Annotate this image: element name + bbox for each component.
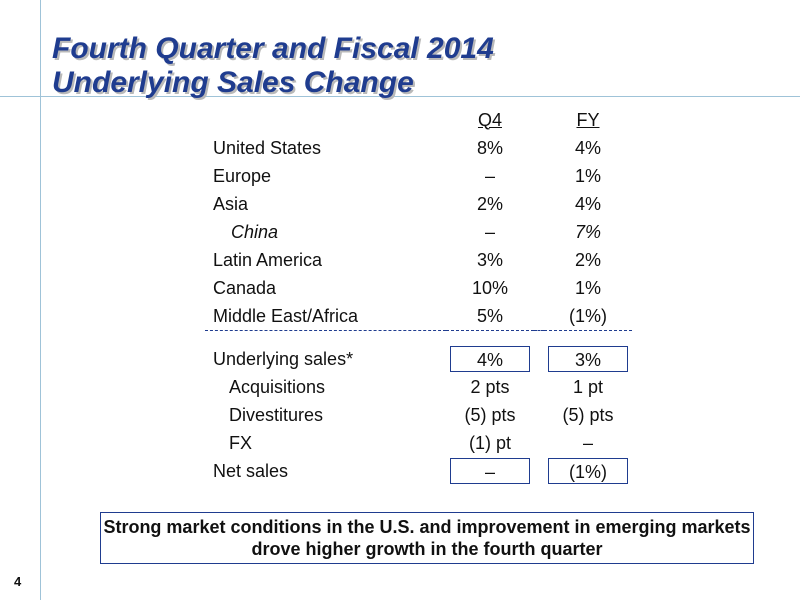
column-header-q4: Q4 — [477, 109, 502, 130]
table-row: Underlying sales* 4% 3% — [205, 345, 632, 373]
q4-value: 2% — [476, 193, 503, 214]
q4-value: 10% — [471, 277, 509, 298]
row-label: Middle East/Africa — [213, 305, 359, 326]
q4-value: 5% — [476, 305, 503, 326]
row-label: China — [231, 221, 279, 242]
q4-value-boxed: – — [450, 458, 530, 484]
table-row: China – 7% — [205, 218, 632, 246]
fy-value: – — [582, 432, 593, 453]
fy-value: 7% — [574, 221, 601, 242]
row-label: Acquisitions — [229, 376, 326, 397]
q4-value: – — [484, 221, 495, 242]
table-row: Europe – 1% — [205, 162, 632, 190]
title-rule — [0, 96, 800, 97]
row-label: Latin America — [213, 249, 323, 270]
row-label: Asia — [213, 193, 249, 214]
sales-change-table: Q4 FY United States 8% 4% Europe – 1% As… — [205, 106, 632, 485]
q4-value: – — [484, 165, 495, 186]
row-label: United States — [213, 137, 322, 158]
fy-value: (1%) — [568, 305, 607, 326]
table-row: United States 8% 4% — [205, 134, 632, 162]
table-row: Asia 2% 4% — [205, 190, 632, 218]
column-header-fy: FY — [576, 109, 600, 130]
page-title: Fourth Quarter and Fiscal 2014 Underlyin… — [52, 32, 494, 100]
fy-value: 1% — [574, 165, 601, 186]
table-row: Canada 10% 1% — [205, 274, 632, 302]
callout-box: Strong market conditions in the U.S. and… — [100, 512, 754, 564]
row-label: Europe — [213, 165, 272, 186]
row-label: Underlying sales* — [213, 348, 354, 369]
title-line-2: Underlying Sales Change — [52, 66, 414, 99]
fy-value: 2% — [574, 249, 601, 270]
q4-value: (1) pt — [468, 432, 511, 453]
q4-value: 8% — [476, 137, 503, 158]
q4-value: 3% — [476, 249, 503, 270]
fy-value-boxed: (1%) — [548, 458, 628, 484]
header-row: Q4 FY — [205, 106, 632, 134]
title-line-1: Fourth Quarter and Fiscal 2014 — [52, 32, 494, 65]
dashed-divider — [205, 330, 632, 345]
q4-value-boxed: 4% — [450, 346, 530, 372]
row-label: FX — [229, 432, 253, 453]
fy-value: 1 pt — [572, 376, 604, 397]
table-row: Middle East/Africa 5% (1%) — [205, 302, 632, 331]
callout-text: Strong market conditions in the U.S. and… — [103, 517, 751, 559]
table-row: Net sales – (1%) — [205, 457, 632, 485]
q4-value: 2 pts — [470, 376, 510, 397]
fy-value: 4% — [574, 137, 601, 158]
vertical-rule — [40, 0, 41, 600]
row-label: Net sales — [213, 460, 289, 481]
row-label: Divestitures — [229, 404, 324, 425]
q4-value: (5) pts — [464, 404, 516, 425]
page-number: 4 — [14, 574, 22, 589]
fy-value: (5) pts — [562, 404, 614, 425]
table-row: Latin America 3% 2% — [205, 246, 632, 274]
row-label: Canada — [213, 277, 277, 298]
fy-value: 1% — [574, 277, 601, 298]
table-row: Divestitures (5) pts (5) pts — [205, 401, 632, 429]
table-row: Acquisitions 2 pts 1 pt — [205, 373, 632, 401]
fy-value-boxed: 3% — [548, 346, 628, 372]
fy-value: 4% — [574, 193, 601, 214]
table-row: FX (1) pt – — [205, 429, 632, 457]
